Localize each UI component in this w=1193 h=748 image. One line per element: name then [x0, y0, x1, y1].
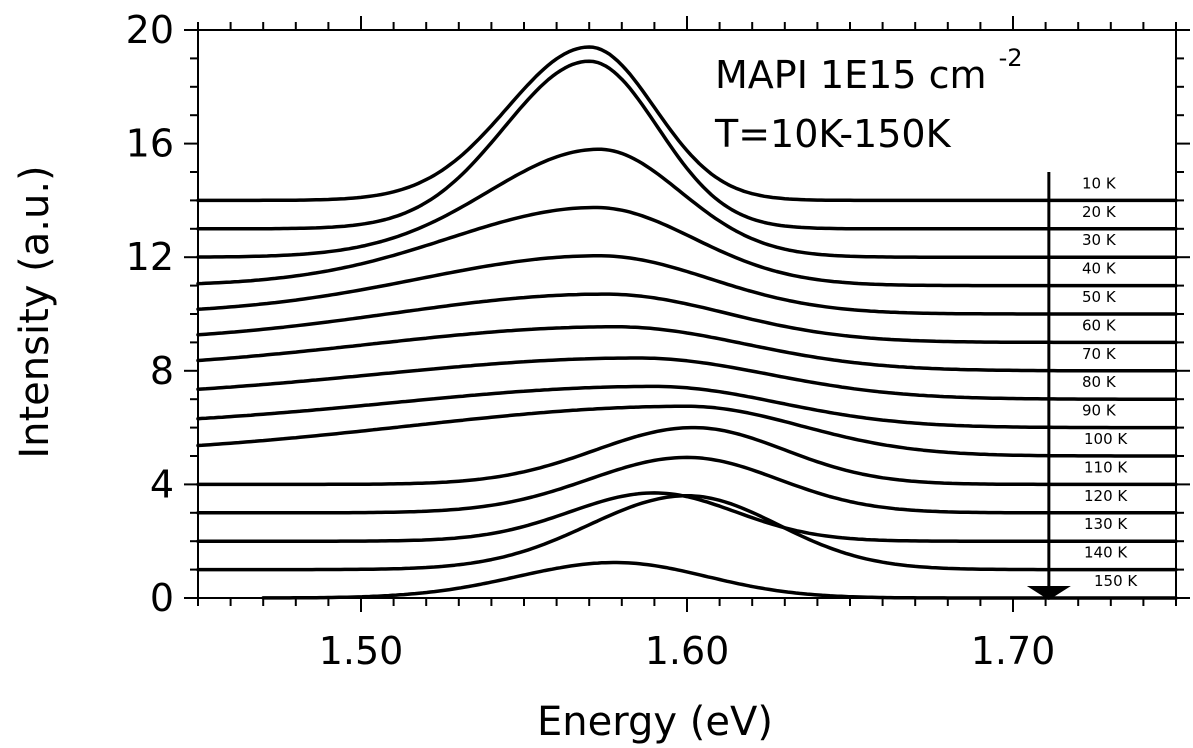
- y-axis-title: Intensity (a.u.): [12, 165, 58, 458]
- y-tick-label: 16: [126, 122, 174, 166]
- series-line-80k: [196, 356, 1178, 401]
- series-label: 50 K: [1082, 288, 1117, 306]
- y-tick-label: 8: [150, 349, 174, 393]
- annotation-temperature-range: T=10K-150K: [714, 112, 952, 156]
- y-tick-label: 20: [126, 8, 174, 52]
- arrow-head: [1026, 586, 1071, 600]
- series-line-40k: [196, 205, 1178, 288]
- series-label: 80 K: [1082, 373, 1117, 391]
- series-line-10k: [196, 45, 1178, 203]
- series-label: 130 K: [1084, 515, 1128, 533]
- series-label: 100 K: [1084, 430, 1128, 448]
- series-label: 120 K: [1084, 487, 1128, 505]
- series-line-20k: [196, 59, 1178, 231]
- x-tick-label: 1.50: [319, 629, 404, 673]
- axis-tick-labels: 1.50 1.60 1.70 0 4 8 12 16 20: [126, 8, 1056, 673]
- series-line-90k: [196, 384, 1178, 430]
- y-tick-label: 0: [150, 576, 174, 620]
- series-line-140k: [196, 494, 1178, 572]
- series-labels: 10 K 20 K 30 K 40 K 50 K 60 K 70 K 80 K 90 K 100 …: [1082, 174, 1138, 590]
- series-line-50k: [196, 254, 1178, 316]
- series-line-70k: [196, 325, 1178, 373]
- annotation-sample-sup: -2: [999, 44, 1023, 72]
- series-label: 70 K: [1082, 345, 1117, 363]
- series-group: [196, 45, 1178, 600]
- temperature-arrow: [1026, 172, 1071, 600]
- series-line-150k: [261, 560, 1178, 600]
- annotation-sample: MAPI 1E15 cm -2: [715, 44, 1023, 97]
- series-label: 30 K: [1082, 231, 1117, 249]
- series-line-60k: [196, 292, 1178, 345]
- series-line-120k: [196, 455, 1178, 515]
- x-tick-label: 1.70: [971, 629, 1056, 673]
- series-line-30k: [196, 147, 1178, 259]
- series-label: 140 K: [1084, 544, 1128, 562]
- series-label: 110 K: [1084, 458, 1128, 476]
- series-line-110k: [196, 425, 1178, 487]
- annotation-sample-main: MAPI 1E15 cm: [715, 53, 987, 97]
- series-label: 10 K: [1082, 174, 1117, 192]
- series-label: 60 K: [1082, 316, 1117, 334]
- x-tick-label: 1.60: [645, 629, 730, 673]
- series-line-100k: [196, 404, 1178, 458]
- y-tick-label: 12: [126, 235, 174, 279]
- axis-ticks: [184, 16, 1190, 612]
- series-label: 90 K: [1082, 402, 1117, 420]
- series-label: 150 K: [1094, 572, 1138, 590]
- x-axis-title: Energy (eV): [537, 699, 773, 745]
- series-label: 40 K: [1082, 260, 1117, 278]
- y-tick-label: 4: [150, 462, 174, 506]
- series-label: 20 K: [1082, 203, 1117, 221]
